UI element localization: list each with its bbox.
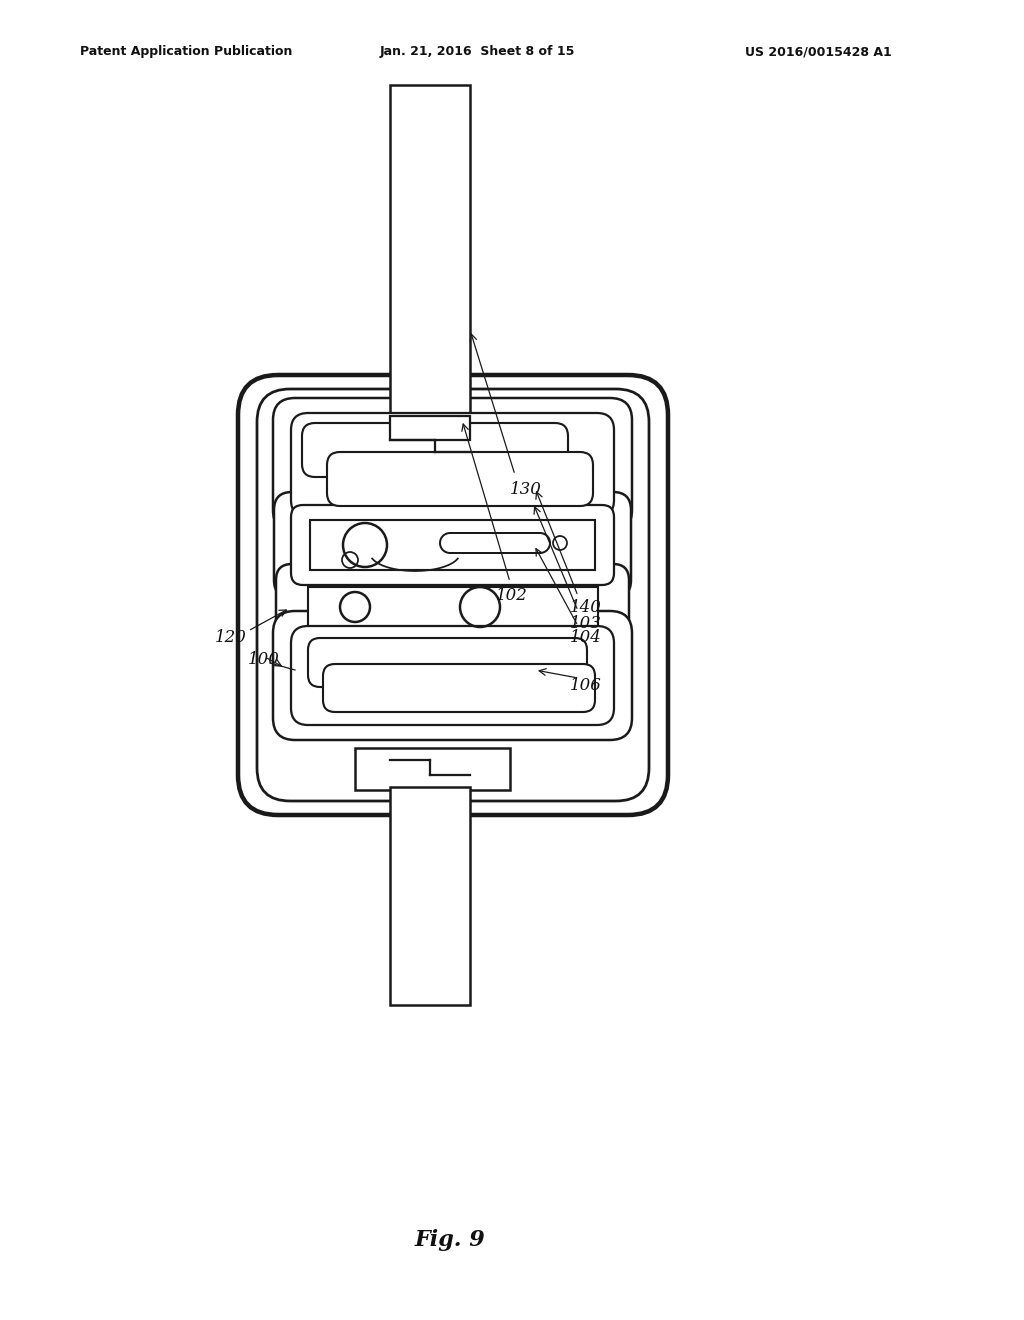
Polygon shape — [310, 520, 595, 570]
Text: US 2016/0015428 A1: US 2016/0015428 A1 — [745, 45, 892, 58]
FancyBboxPatch shape — [323, 664, 595, 711]
Text: 104: 104 — [570, 630, 602, 647]
FancyBboxPatch shape — [291, 506, 614, 585]
FancyBboxPatch shape — [273, 399, 632, 532]
FancyBboxPatch shape — [302, 422, 568, 477]
FancyBboxPatch shape — [257, 389, 649, 801]
FancyBboxPatch shape — [274, 492, 631, 598]
Text: Patent Application Publication: Patent Application Publication — [80, 45, 293, 58]
FancyBboxPatch shape — [291, 626, 614, 725]
Text: 102: 102 — [496, 586, 528, 603]
Text: 106: 106 — [570, 676, 602, 693]
Polygon shape — [390, 84, 470, 418]
FancyBboxPatch shape — [327, 451, 593, 506]
Text: 140: 140 — [570, 599, 602, 616]
Polygon shape — [390, 416, 470, 440]
FancyBboxPatch shape — [276, 564, 629, 651]
Polygon shape — [308, 587, 598, 628]
Text: Fig. 9: Fig. 9 — [415, 1229, 485, 1251]
FancyBboxPatch shape — [273, 611, 632, 741]
Text: 103: 103 — [570, 615, 602, 631]
Text: 120: 120 — [215, 630, 247, 647]
Text: 130: 130 — [510, 482, 542, 499]
FancyBboxPatch shape — [291, 413, 614, 517]
Polygon shape — [390, 787, 470, 1005]
FancyBboxPatch shape — [308, 638, 587, 686]
Polygon shape — [355, 748, 510, 789]
Text: Jan. 21, 2016  Sheet 8 of 15: Jan. 21, 2016 Sheet 8 of 15 — [380, 45, 575, 58]
Text: 100: 100 — [248, 652, 280, 668]
FancyBboxPatch shape — [238, 375, 668, 814]
